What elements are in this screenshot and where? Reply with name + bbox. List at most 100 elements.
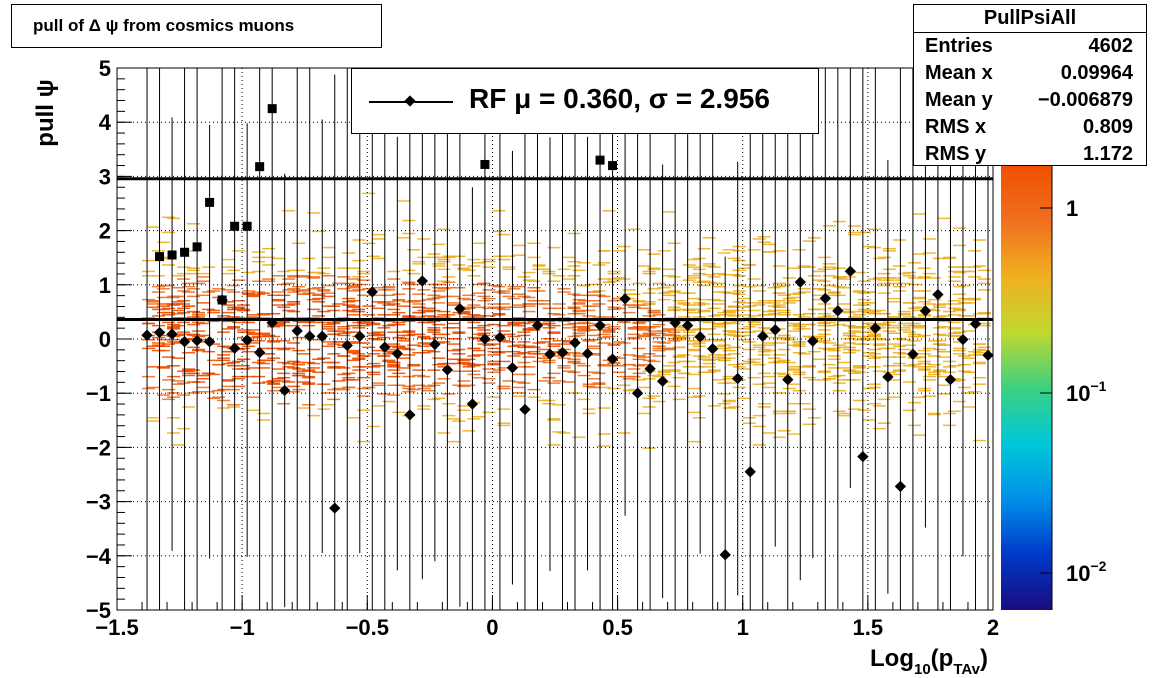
heatmap-cell: [387, 363, 401, 366]
heatmap-cell: [717, 347, 731, 350]
heatmap-cell: [187, 316, 201, 318]
heatmap-cell: [452, 332, 466, 334]
heatmap-cell: [732, 293, 746, 295]
stats-name: PullPsiAll: [914, 5, 1146, 33]
heatmap-cell: [977, 311, 991, 314]
heatmap-cell: [397, 200, 411, 202]
heatmap-cell: [542, 327, 556, 329]
heatmap-cell: [567, 307, 581, 310]
heatmap-cell: [912, 297, 926, 300]
heatmap-cell: [647, 360, 661, 363]
heatmap-cell: [432, 265, 446, 267]
heatmap-cell: [537, 268, 551, 271]
heatmap-cell: [597, 433, 611, 435]
heatmap-cell: [942, 256, 956, 259]
heatmap-cell: [392, 346, 406, 349]
heatmap-cell: [572, 302, 586, 304]
heatmap-cell: [237, 358, 251, 361]
heatmap-cell: [517, 352, 531, 354]
diamond-point: [366, 286, 378, 298]
heatmap-cell: [177, 278, 191, 280]
heatmap-cell: [712, 285, 726, 288]
heatmap-cell: [587, 283, 601, 286]
diamond-point: [178, 336, 191, 348]
heatmap-cell: [302, 382, 316, 384]
heatmap-cell: [687, 308, 701, 311]
heatmap-cell: [772, 342, 786, 344]
diamond-point: [291, 325, 303, 337]
heatmap-cell: [622, 354, 636, 356]
heatmap-cell: [242, 290, 256, 292]
heatmap-cell: [867, 228, 881, 230]
heatmap-cell: [452, 353, 466, 355]
heatmap-cell: [247, 329, 261, 331]
heatmap-cell: [217, 407, 231, 409]
heatmap-cell: [627, 306, 641, 308]
heatmap-cell: [517, 361, 531, 364]
heatmap-cell: [177, 272, 191, 275]
diamond-point: [644, 363, 656, 375]
heatmap-cell: [412, 306, 426, 308]
heatmap-cell: [707, 358, 721, 361]
heatmap-cell: [352, 308, 366, 311]
heatmap-cell: [777, 334, 791, 337]
heatmap-cell: [727, 353, 741, 355]
heatmap-cell: [862, 419, 876, 421]
heatmap-cell: [742, 348, 756, 351]
heatmap-cell: [762, 375, 776, 378]
heatmap-cell: [692, 302, 706, 304]
heatmap-cell: [832, 220, 846, 223]
heatmap-cell: [167, 396, 181, 398]
heatmap-cell: [497, 350, 511, 353]
heatmap-cell: [352, 324, 366, 327]
heatmap-cell: [232, 299, 246, 302]
heatmap-cell: [787, 402, 801, 405]
heatmap-cell: [937, 325, 951, 328]
heatmap-cell: [147, 303, 161, 305]
heatmap-cell: [872, 343, 886, 345]
diamond-point: [494, 331, 506, 344]
heatmap-cell: [637, 320, 651, 323]
heatmap-cell: [852, 367, 866, 369]
heatmap-cell: [642, 406, 656, 408]
heatmap-cell: [437, 316, 451, 318]
heatmap-cell: [832, 382, 846, 384]
heatmap-cell: [772, 361, 786, 364]
heatmap-cell: [182, 285, 196, 288]
heatmap-cell: [817, 280, 831, 282]
heatmap-cell: [927, 355, 941, 357]
heatmap-cell: [237, 365, 251, 367]
heatmap-cell: [867, 383, 881, 385]
heatmap-cell: [482, 260, 496, 263]
heatmap-cell: [737, 314, 751, 316]
stats-row-entries: Entries 4602: [914, 33, 1146, 60]
heatmap-cell: [502, 295, 516, 298]
heatmap-cell: [477, 299, 491, 302]
heatmap-cell: [712, 322, 726, 325]
heatmap-cell: [647, 253, 661, 255]
heatmap-cell: [497, 387, 511, 390]
heatmap-cell: [597, 445, 611, 447]
heatmap-cell: [777, 337, 791, 340]
heatmap-cell: [442, 281, 456, 284]
heatmap-cell: [527, 242, 541, 245]
heatmap-cell: [732, 301, 746, 303]
heatmap-cell: [817, 316, 831, 318]
heatmap-cell: [297, 289, 311, 291]
heatmap-cell: [222, 346, 236, 349]
heatmap-cell: [182, 374, 196, 377]
heatmap-cell: [652, 355, 666, 357]
heatmap-cell: [752, 284, 766, 287]
heatmap-cell: [557, 291, 571, 293]
heatmap-cell: [567, 361, 581, 364]
heatmap-cell: [392, 323, 406, 326]
heatmap-cell: [917, 360, 931, 363]
heatmap-cell: [777, 284, 791, 287]
heatmap-cell: [272, 299, 286, 302]
diamond-point: [732, 372, 744, 385]
heatmap-cell: [947, 314, 961, 316]
heatmap-cell: [672, 324, 686, 327]
heatmap-cell: [352, 283, 366, 286]
heatmap-cell: [157, 305, 171, 307]
heatmap-cell: [372, 405, 386, 407]
